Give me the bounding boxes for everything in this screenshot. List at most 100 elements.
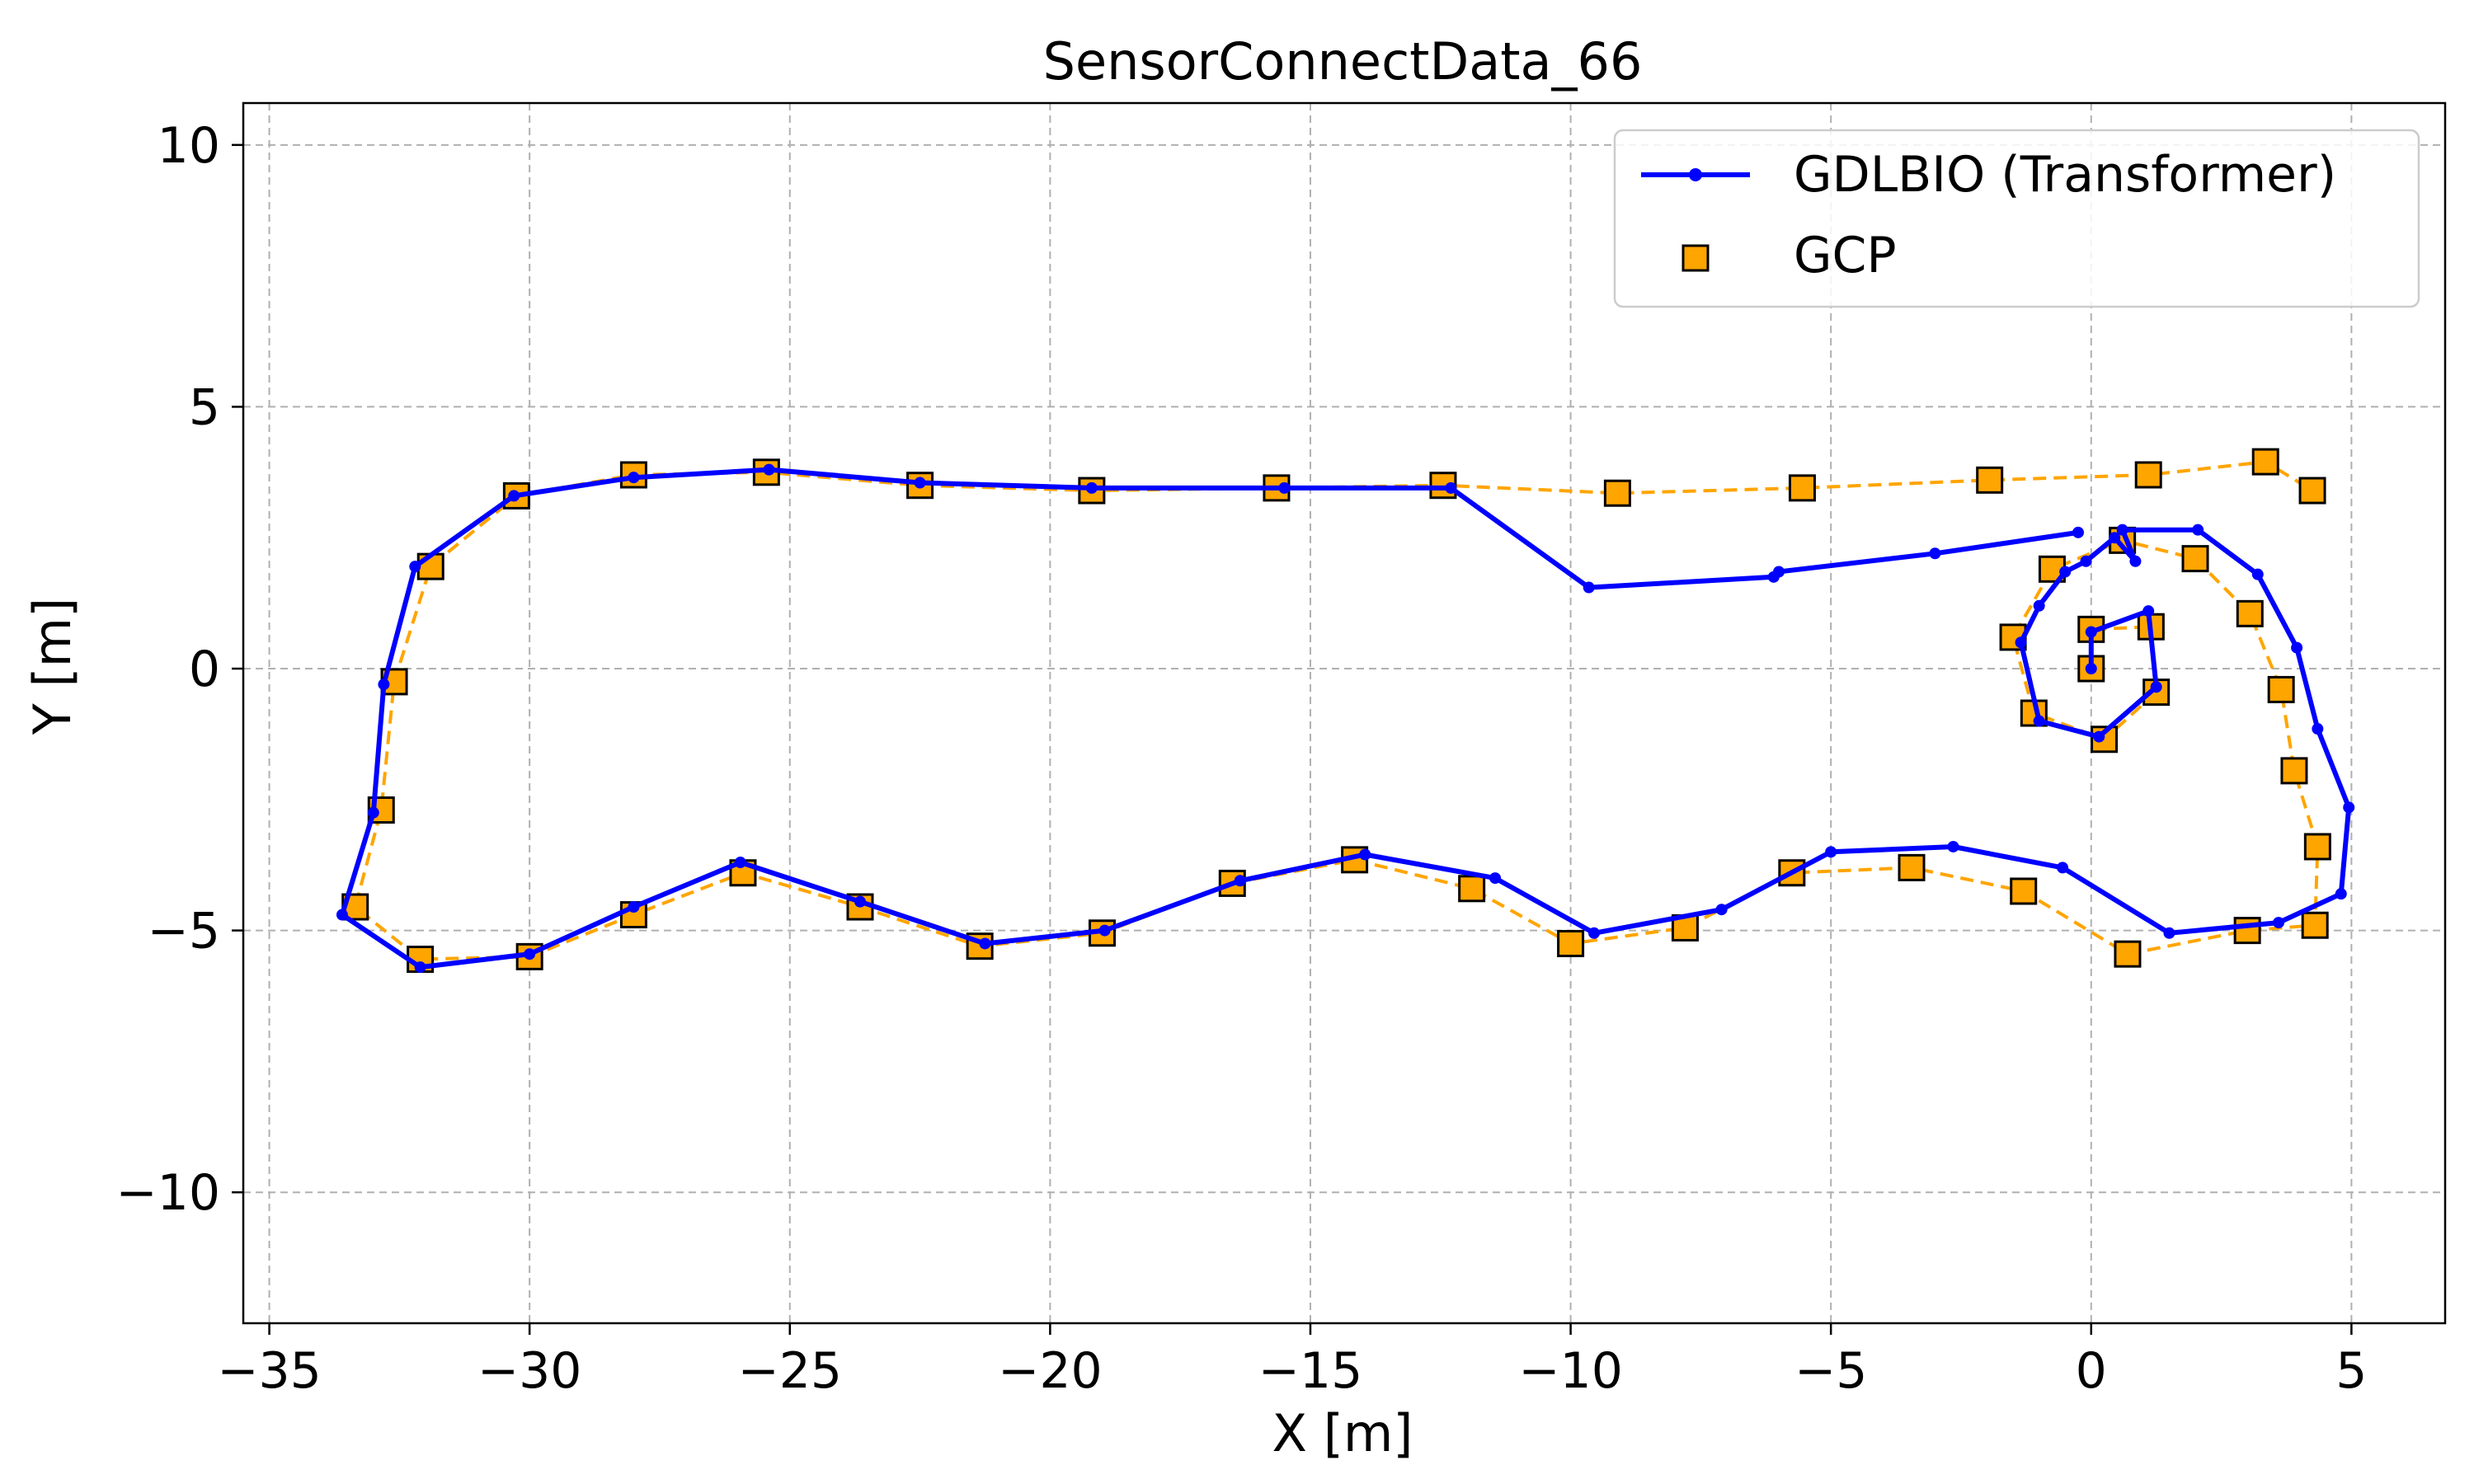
data-point — [1773, 566, 1785, 578]
x-tick-label: −15 — [1258, 1342, 1363, 1400]
data-point — [2015, 636, 2027, 649]
data-point — [628, 472, 640, 484]
y-tick-label: 10 — [158, 117, 220, 175]
data-point — [2298, 477, 2326, 505]
data-point — [628, 901, 640, 913]
data-point — [2312, 723, 2324, 735]
data-point — [2114, 940, 2142, 968]
y-tick-label: 0 — [189, 641, 220, 698]
data-point — [1557, 929, 1585, 957]
data-point — [367, 806, 379, 819]
data-point — [2150, 681, 2162, 693]
data-point — [2251, 448, 2279, 476]
data-point — [2033, 599, 2045, 612]
data-point — [336, 909, 348, 921]
series-1 — [336, 463, 2355, 974]
series-line — [339, 467, 2352, 970]
y-tick-label: 5 — [189, 378, 220, 436]
data-point — [1976, 466, 2004, 494]
data-point — [2142, 605, 2155, 618]
x-tick-label: 0 — [2076, 1342, 2107, 1400]
data-point — [1234, 875, 1246, 887]
data-point — [1825, 846, 1837, 858]
data-point — [1603, 479, 1631, 507]
data-point — [378, 679, 390, 691]
data-point — [734, 857, 746, 869]
data-point — [2251, 568, 2264, 580]
data-point — [2181, 545, 2209, 573]
data-point — [2109, 532, 2121, 544]
data-point — [2291, 641, 2303, 654]
data-point — [508, 490, 520, 502]
plot-frame — [242, 101, 2447, 1325]
data-point — [2163, 927, 2175, 939]
x-axis-label: X [m] — [1272, 1403, 1413, 1463]
data-point — [2335, 888, 2347, 900]
x-tick-label: −30 — [477, 1342, 582, 1400]
data-point — [2085, 626, 2097, 638]
data-point — [1778, 859, 1806, 887]
data-point — [2057, 862, 2069, 874]
data-point — [1359, 848, 1371, 861]
x-tick-label: −35 — [217, 1342, 322, 1400]
series-layer — [336, 448, 2355, 974]
data-point — [2072, 526, 2084, 538]
data-point — [2085, 663, 2097, 675]
x-tick-label: −25 — [737, 1342, 842, 1400]
data-point — [1278, 481, 1291, 494]
data-point — [409, 561, 421, 573]
data-point — [2129, 555, 2142, 567]
data-point — [1445, 481, 1457, 494]
legend-frame — [1613, 129, 2420, 308]
data-point — [1715, 904, 1728, 916]
data-point — [2116, 524, 2128, 536]
data-point — [2267, 675, 2295, 703]
x-tick-label: 5 — [2335, 1342, 2367, 1400]
data-point — [524, 948, 536, 960]
y-axis-label: Y [m] — [22, 598, 82, 735]
data-point — [1788, 474, 1816, 502]
data-point — [2301, 911, 2329, 939]
data-point — [2343, 801, 2355, 814]
data-point — [2080, 555, 2092, 567]
data-point — [2010, 877, 2038, 905]
data-point — [1929, 547, 1941, 560]
y-tick-label: −10 — [115, 1164, 220, 1222]
data-point — [1587, 927, 1600, 939]
legend-label-series-1: GDLBIO (Transformer) — [1794, 146, 2336, 204]
data-point — [979, 937, 991, 950]
data-point — [2273, 917, 2285, 929]
data-point — [2303, 833, 2331, 861]
data-point — [2233, 917, 2261, 945]
legend: GDLBIO (Transformer) GCP — [1613, 129, 2420, 308]
data-point — [914, 477, 926, 489]
data-point — [1458, 875, 1486, 903]
data-point — [1898, 853, 1926, 881]
x-tick-label: −20 — [998, 1342, 1103, 1400]
data-point — [1085, 481, 1098, 494]
data-point — [2280, 757, 2308, 785]
data-point — [2192, 524, 2204, 536]
x-tick-label: −5 — [1794, 1342, 1867, 1400]
data-point — [1947, 840, 1959, 852]
data-point — [1098, 924, 1111, 937]
x-tick-label: −10 — [1518, 1342, 1623, 1400]
data-point — [1583, 581, 1595, 594]
y-tick-label: −5 — [148, 903, 220, 960]
data-point — [1489, 872, 1502, 885]
data-point — [2059, 566, 2072, 578]
data-point — [2033, 715, 2045, 727]
data-point — [854, 895, 866, 908]
legend-dot-swatch — [1689, 168, 1702, 181]
legend-square-swatch — [1681, 244, 1710, 272]
data-point — [2236, 599, 2264, 627]
data-point — [966, 932, 994, 960]
data-point — [763, 463, 775, 476]
chart-title: SensorConnectData_66 — [1043, 31, 1643, 92]
data-point — [414, 961, 426, 974]
legend-label-series-2: GCP — [1794, 227, 1897, 284]
axis-ticks: −35 −30 −25 −20 −15 −10 −5 0 5 −10 −5 0 5 10 — [115, 117, 2367, 1400]
data-point — [2093, 730, 2105, 743]
data-point — [2134, 461, 2162, 489]
